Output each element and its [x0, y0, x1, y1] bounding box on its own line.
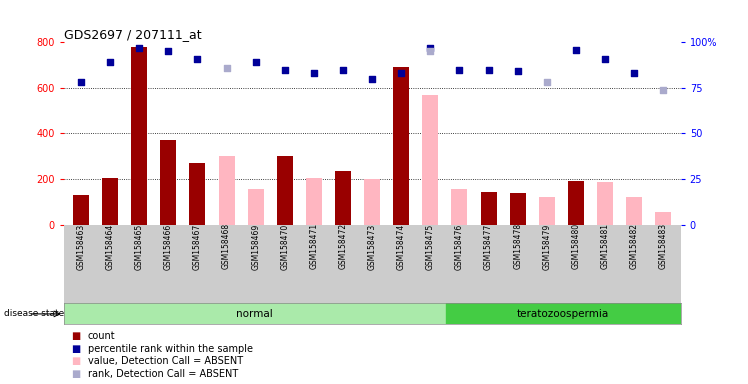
- Text: count: count: [88, 331, 115, 341]
- Point: [541, 79, 553, 86]
- Point: [75, 79, 87, 86]
- Point: [250, 59, 262, 65]
- Bar: [160, 140, 177, 225]
- Bar: [539, 197, 555, 225]
- Bar: [597, 182, 613, 225]
- Text: disease state: disease state: [4, 310, 64, 318]
- Point: [424, 45, 436, 51]
- Point: [104, 59, 116, 65]
- Text: teratozoospermia: teratozoospermia: [517, 309, 610, 319]
- Point: [453, 66, 465, 73]
- Point: [599, 56, 611, 62]
- Point: [424, 48, 436, 55]
- Point: [395, 70, 407, 76]
- Point: [657, 87, 669, 93]
- Point: [279, 66, 291, 73]
- Text: GDS2697 / 207111_at: GDS2697 / 207111_at: [64, 28, 201, 41]
- Point: [337, 66, 349, 73]
- Bar: [277, 156, 292, 225]
- Bar: [480, 192, 497, 225]
- Bar: [446, 303, 681, 324]
- Point: [308, 70, 320, 76]
- Point: [133, 45, 145, 51]
- Text: ■: ■: [71, 369, 80, 379]
- Bar: [64, 303, 446, 324]
- Bar: [452, 189, 468, 225]
- Bar: [102, 178, 118, 225]
- Bar: [248, 189, 264, 225]
- Bar: [306, 178, 322, 225]
- Bar: [509, 193, 526, 225]
- Bar: [393, 67, 409, 225]
- Text: ■: ■: [71, 344, 80, 354]
- Point: [221, 65, 233, 71]
- Point: [570, 46, 582, 53]
- Bar: [189, 163, 206, 225]
- Bar: [423, 95, 438, 225]
- Bar: [218, 156, 235, 225]
- Point: [162, 48, 174, 55]
- Point: [482, 66, 494, 73]
- Text: ■: ■: [71, 331, 80, 341]
- Bar: [655, 212, 671, 225]
- Text: rank, Detection Call = ABSENT: rank, Detection Call = ABSENT: [88, 369, 238, 379]
- Text: ■: ■: [71, 356, 80, 366]
- Bar: [73, 195, 89, 225]
- Point: [191, 56, 203, 62]
- Text: value, Detection Call = ABSENT: value, Detection Call = ABSENT: [88, 356, 242, 366]
- Bar: [364, 179, 380, 225]
- Bar: [626, 197, 642, 225]
- Point: [512, 68, 524, 74]
- Bar: [568, 181, 584, 225]
- Point: [366, 76, 378, 82]
- Bar: [335, 171, 351, 225]
- Text: normal: normal: [236, 309, 273, 319]
- Text: percentile rank within the sample: percentile rank within the sample: [88, 344, 253, 354]
- Point: [628, 70, 640, 76]
- Bar: [131, 47, 147, 225]
